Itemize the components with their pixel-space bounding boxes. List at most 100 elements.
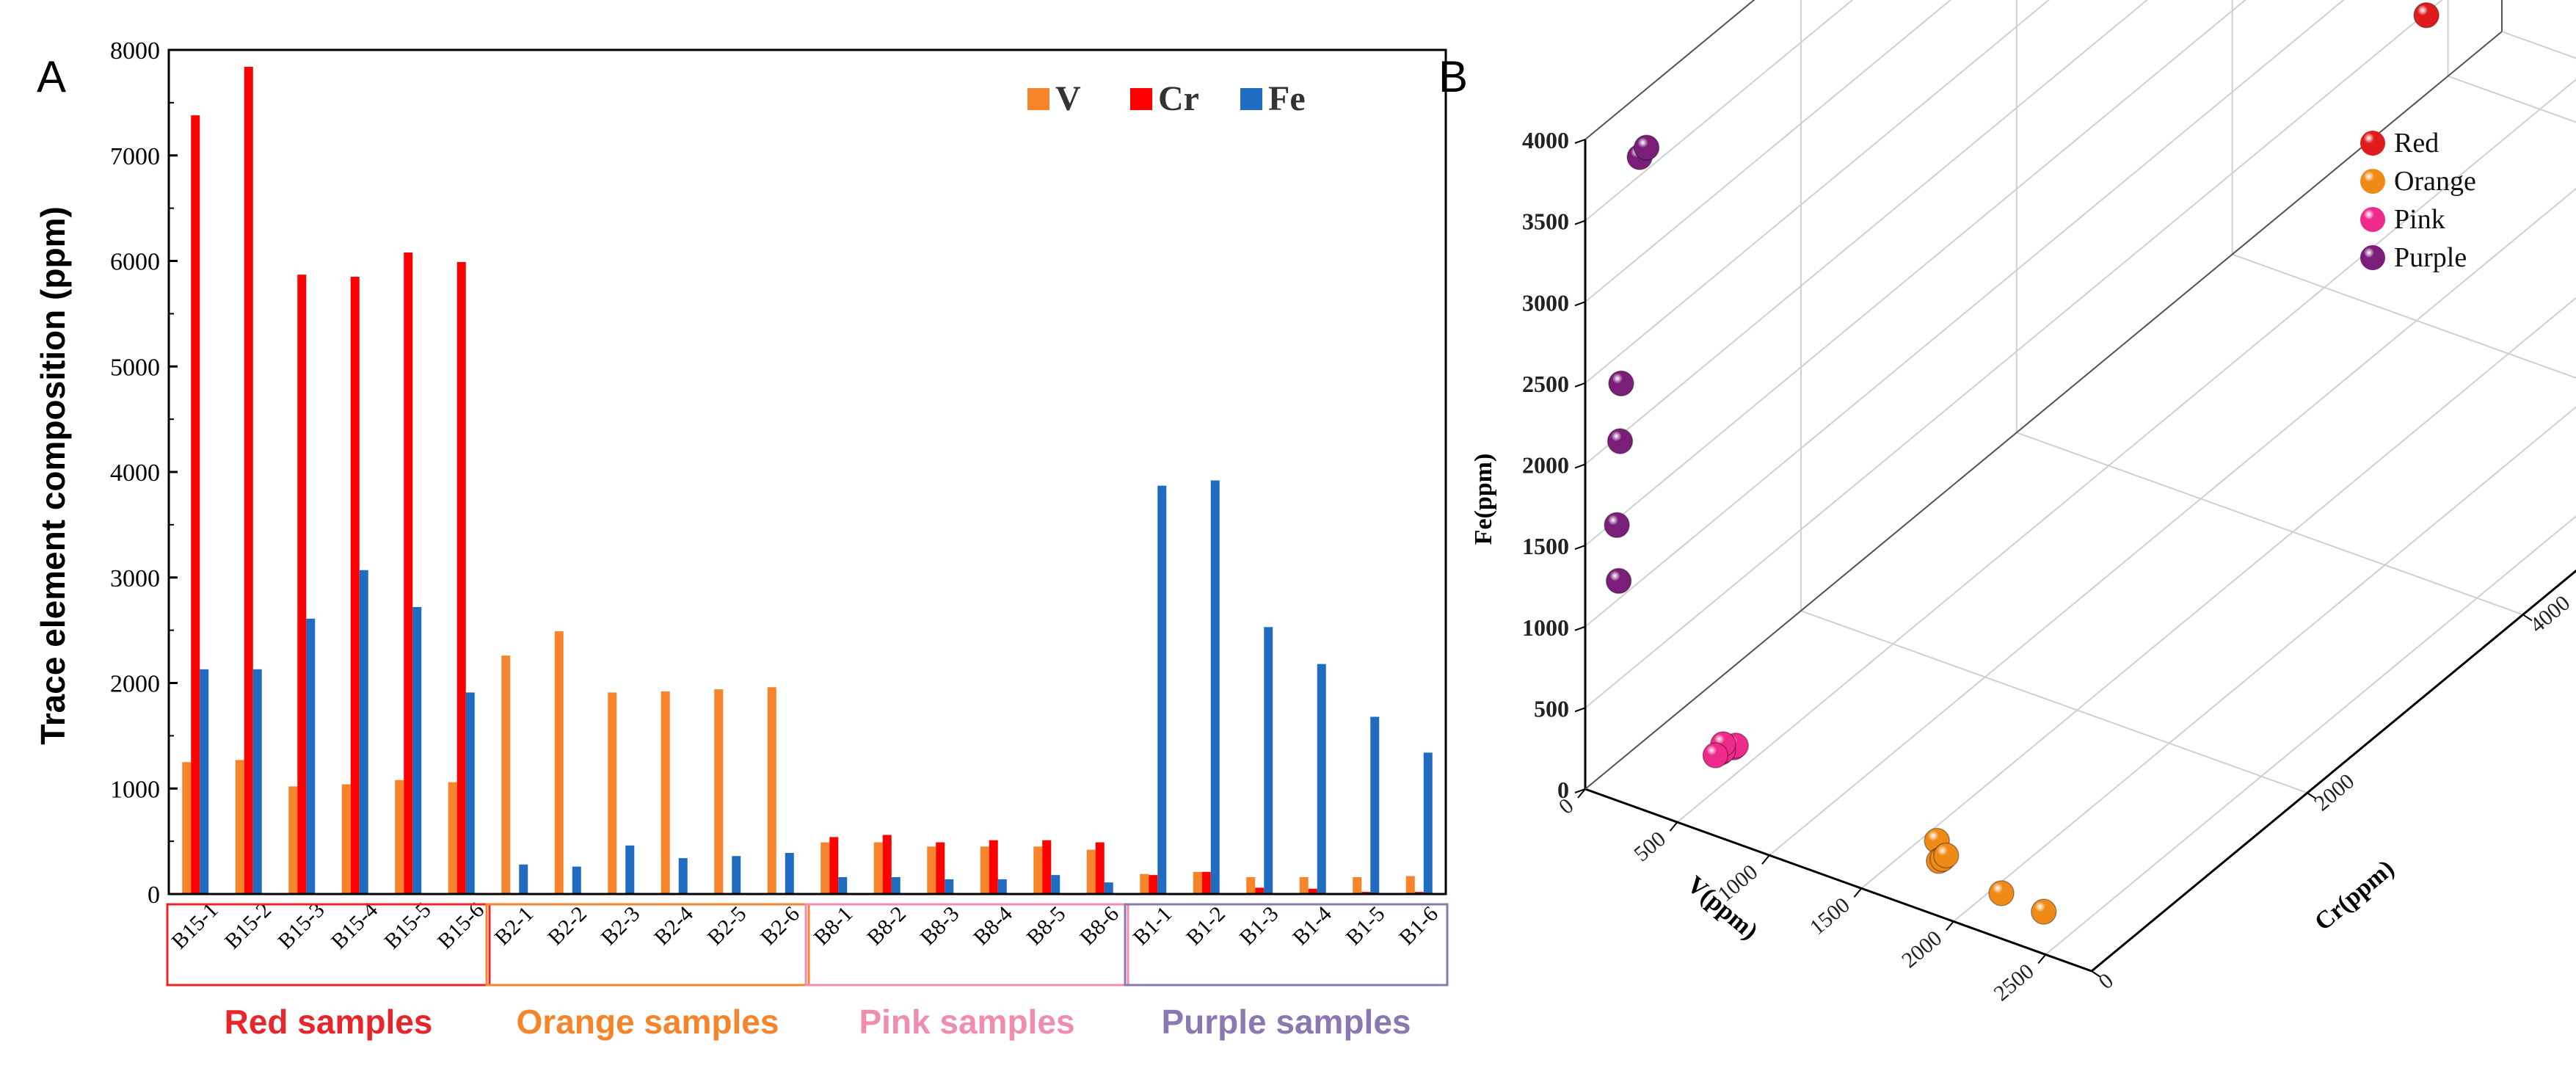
cr-tick-label: 2000 xyxy=(2310,769,2359,816)
cr-tick-mark xyxy=(2091,970,2101,978)
bar-v-b15-4 xyxy=(341,784,351,894)
x-tick-label: B8-4 xyxy=(969,901,1017,950)
x-tick-label: B1-6 xyxy=(1394,901,1443,950)
y-tick-label: 7000 xyxy=(110,143,160,170)
x-tick-label: B8-1 xyxy=(809,901,858,950)
v-tick-mark xyxy=(1946,920,1954,931)
bar-fe-b2-4 xyxy=(678,858,688,894)
bar-cr-b8-1 xyxy=(829,837,839,894)
fe-tick-label: 3500 xyxy=(1522,208,1569,235)
y-tick-label: 2000 xyxy=(110,671,160,698)
panel-a-label: A xyxy=(37,52,66,101)
panel-a-y-axis-label: Trace element composition (ppm) xyxy=(34,206,72,745)
legend-label-cr: Cr xyxy=(1158,79,1199,118)
bar-fe-b1-6 xyxy=(1423,752,1433,894)
fe-tick-mark xyxy=(1574,707,1586,713)
bar-fe-b15-4 xyxy=(359,570,368,894)
fe-tick-mark xyxy=(1574,788,1586,793)
cr-axis-line xyxy=(2091,569,2576,973)
fe-tick-mark xyxy=(1574,463,1586,469)
bar-v-b1-6 xyxy=(1405,876,1415,894)
bar-fe-b15-3 xyxy=(306,618,316,894)
x-tick-label: B15-4 xyxy=(327,898,382,953)
bar-fe-b15-5 xyxy=(412,607,422,894)
fe-tick-label: 1000 xyxy=(1522,614,1569,641)
legend-label-v: V xyxy=(1055,79,1081,118)
fe-tick-label: 3000 xyxy=(1522,289,1569,316)
box-edge xyxy=(1584,0,1755,140)
back-wall-grid-line xyxy=(1584,0,1952,303)
x-tick-label: B2-2 xyxy=(543,901,592,950)
bar-v-b8-5 xyxy=(1033,846,1043,894)
bar-cr-b15-6 xyxy=(456,261,466,894)
x-tick-label: B1-5 xyxy=(1342,901,1390,950)
group-box-pink-samples xyxy=(804,903,1129,987)
panel-b: B 05001000150020002500300035004000050010… xyxy=(1438,0,2576,1006)
bar-fe-b8-1 xyxy=(838,877,848,894)
bar-cr-b1-4 xyxy=(1308,888,1317,894)
fe-tick-mark xyxy=(1574,625,1586,631)
floor-grid-line xyxy=(2448,75,2576,123)
bar-cr-b8-3 xyxy=(936,842,945,894)
x-tick-label: B2-1 xyxy=(490,901,539,950)
x-tick-label: B8-6 xyxy=(1075,901,1124,950)
fe-tick-label: 2000 xyxy=(1522,452,1569,479)
bar-fe-b1-5 xyxy=(1370,716,1380,894)
bar-v-b1-2 xyxy=(1193,871,1202,894)
bar-v-b2-6 xyxy=(767,687,776,894)
floor-grid-line xyxy=(1860,297,2576,890)
panel-a: A Trace element composition (ppm) 0 1000 2… xyxy=(34,37,1449,1041)
legend-marker-pink xyxy=(2360,207,2385,232)
cr-axis-title: Cr(ppm) xyxy=(2310,855,2399,937)
v-tick-label: 1500 xyxy=(1805,893,1855,940)
x-tick-label: B8-5 xyxy=(1022,901,1071,950)
bar-v-b2-3 xyxy=(608,692,617,894)
panel-b-points xyxy=(1604,1,2439,925)
legend-marker-orange xyxy=(2360,169,2385,194)
bar-fe-b2-1 xyxy=(519,864,528,894)
group-label-purple-samples: Purple samples xyxy=(1161,1003,1411,1041)
bar-fe-b1-1 xyxy=(1157,485,1167,894)
fe-tick-mark xyxy=(1574,139,1586,144)
side-wall-grid-line xyxy=(2502,0,2576,132)
x-tick-label: B1-1 xyxy=(1129,901,1177,950)
back-wall-grid-line xyxy=(1584,0,2443,709)
back-wall-grid-line xyxy=(1584,0,2345,628)
cr-tick-label: 4000 xyxy=(2525,591,2575,638)
group-label-orange-samples: Orange samples xyxy=(517,1003,779,1041)
fe-tick-mark xyxy=(1574,219,1586,225)
floor-grid-line xyxy=(2045,515,2576,956)
floor-grid-line xyxy=(1676,78,2576,823)
group-label-red-samples: Red samples xyxy=(225,1003,433,1041)
v-tick-label: 2000 xyxy=(1897,926,1946,973)
bar-cr-b15-3 xyxy=(297,275,307,894)
bar-v-b8-1 xyxy=(821,842,830,894)
fe-tick-label: 4000 xyxy=(1522,127,1569,153)
bar-v-b15-1 xyxy=(182,762,192,894)
bar-fe-b15-2 xyxy=(252,669,262,894)
bar-v-b1-1 xyxy=(1140,873,1149,894)
bar-fe-b1-3 xyxy=(1264,627,1273,894)
bar-v-b8-3 xyxy=(927,846,936,894)
bar-v-b2-5 xyxy=(714,689,724,894)
bar-v-b1-4 xyxy=(1299,877,1309,894)
panel-a-sample-groups: Red samples Orange samples Pink samples Pur… xyxy=(166,903,1449,1041)
x-tick-label: B15-3 xyxy=(273,898,329,953)
back-wall-grid-line xyxy=(1584,0,1854,222)
group-box-red-samples xyxy=(166,903,491,987)
bar-v-b2-1 xyxy=(501,655,511,894)
legend-label-fe: Fe xyxy=(1268,79,1306,118)
bar-v-b8-6 xyxy=(1086,849,1096,894)
bar-fe-b1-4 xyxy=(1317,664,1326,894)
cr-tick-mark xyxy=(2522,614,2533,622)
legend-swatch-fe xyxy=(1240,88,1262,110)
back-wall-grid-line xyxy=(1584,0,2246,546)
floor-grid-line xyxy=(1953,406,2576,923)
y-tick-label: 4000 xyxy=(110,459,160,487)
legend-swatch-v xyxy=(1027,88,1049,110)
bar-fe-b15-1 xyxy=(200,669,209,894)
legend-label-red: Red xyxy=(2394,128,2439,159)
y-tick-label: 0 xyxy=(148,882,160,909)
bar-fe-b8-2 xyxy=(891,877,900,894)
